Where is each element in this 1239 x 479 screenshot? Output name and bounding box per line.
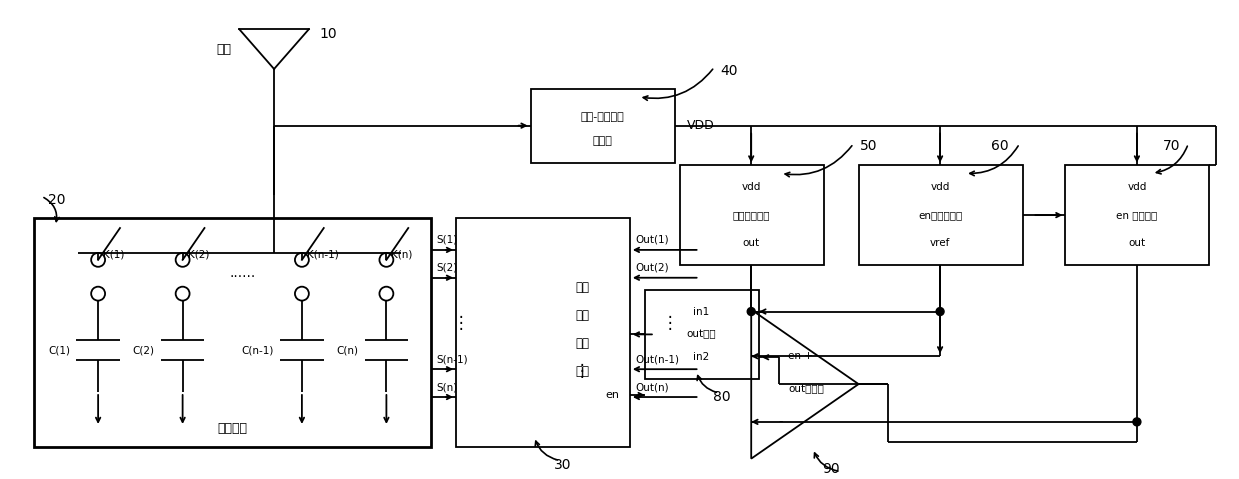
Text: en基准电压源: en基准电压源 (918, 210, 963, 220)
Text: en 分压电路: en 分压电路 (1116, 210, 1157, 220)
Text: K(n): K(n) (392, 250, 413, 260)
Text: out: out (1129, 238, 1146, 248)
Text: ⋮: ⋮ (452, 314, 470, 332)
Text: 70: 70 (1163, 138, 1181, 152)
Text: 交流-直流电压: 交流-直流电压 (580, 112, 624, 122)
Text: C(1): C(1) (48, 345, 71, 355)
Text: en: en (605, 390, 620, 400)
Text: 60: 60 (991, 138, 1009, 152)
Text: C(n): C(n) (337, 345, 358, 355)
Text: ⋮: ⋮ (662, 314, 678, 332)
Text: S(1): S(1) (436, 235, 457, 245)
Text: 50: 50 (860, 138, 877, 152)
Text: out比较器: out比较器 (788, 384, 824, 394)
Text: 电容阵列: 电容阵列 (217, 422, 248, 435)
Text: Out(1): Out(1) (634, 235, 669, 245)
Text: 数字: 数字 (575, 281, 590, 294)
Text: 30: 30 (554, 457, 571, 472)
Bar (680, 165, 824, 265)
Text: 上电复位电路: 上电复位电路 (732, 210, 769, 220)
Text: Out(n): Out(n) (634, 382, 669, 392)
Text: 40: 40 (721, 64, 738, 78)
Text: K(n-1): K(n-1) (307, 250, 338, 260)
Text: S(n-1): S(n-1) (436, 354, 467, 364)
Text: 循环: 循环 (575, 309, 590, 322)
Text: 控制: 控制 (575, 337, 590, 350)
Circle shape (937, 308, 944, 316)
Text: out: out (742, 238, 760, 248)
Text: 转换器: 转换器 (592, 136, 612, 146)
Text: vdd: vdd (741, 182, 761, 192)
Bar (530, 89, 675, 163)
Text: 10: 10 (320, 27, 337, 41)
Text: 20: 20 (48, 193, 66, 207)
Text: Out(n-1): Out(n-1) (634, 354, 679, 364)
Text: in1: in1 (694, 307, 710, 317)
Text: Out(2): Out(2) (634, 263, 669, 273)
Bar (456, 218, 629, 447)
Text: 电路: 电路 (575, 365, 590, 377)
Bar (859, 165, 1022, 265)
Text: vref: vref (930, 238, 950, 248)
Text: vdd: vdd (930, 182, 950, 192)
Text: C(2): C(2) (133, 345, 155, 355)
Text: 天线: 天线 (217, 43, 232, 56)
Circle shape (747, 308, 756, 316)
Text: en +: en + (788, 351, 813, 361)
Text: 80: 80 (712, 390, 730, 404)
Text: in2: in2 (694, 352, 710, 362)
Circle shape (1132, 418, 1141, 426)
Text: VDD: VDD (686, 119, 715, 132)
Text: ⋮: ⋮ (574, 362, 591, 380)
Text: vdd: vdd (1127, 182, 1146, 192)
Bar (33, 218, 431, 447)
Text: 90: 90 (821, 462, 840, 476)
Bar (1066, 165, 1209, 265)
Text: ......: ...... (229, 266, 255, 280)
Text: S(2): S(2) (436, 263, 457, 273)
Text: C(n-1): C(n-1) (242, 345, 274, 355)
Text: -: - (779, 415, 783, 428)
Text: K(2): K(2) (187, 250, 209, 260)
Bar (644, 290, 760, 379)
Text: K(1): K(1) (103, 250, 124, 260)
Text: S(n): S(n) (436, 382, 457, 392)
Text: out与门: out与门 (686, 330, 716, 340)
